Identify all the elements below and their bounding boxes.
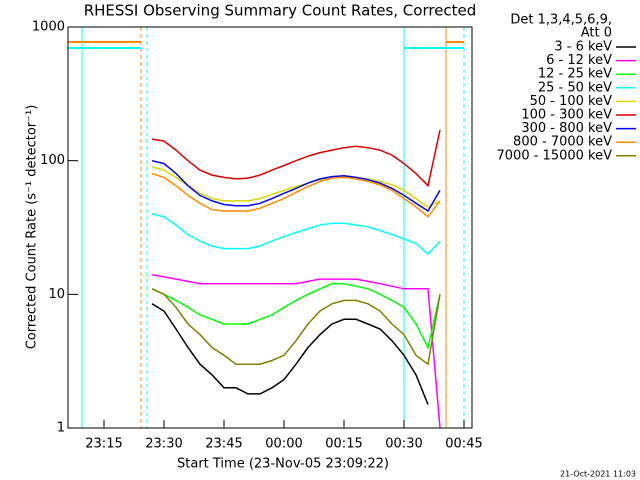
y-tick-label: 10 (48, 287, 65, 302)
x-tick-label: 23:45 (205, 437, 242, 452)
plot-frame (67, 26, 473, 429)
legend-label: 6 - 12 keV (546, 53, 612, 68)
series-line (151, 129, 441, 188)
series-line (151, 303, 429, 405)
chart-title: RHESSI Observing Summary Count Rates, Co… (84, 2, 477, 20)
legend-label: 3 - 6 keV (554, 40, 612, 55)
y-tick-label: 1 (57, 421, 65, 436)
legend-label: 300 - 800 keV (521, 121, 612, 136)
legend-label: 50 - 100 keV (530, 94, 613, 109)
legend-label: 12 - 25 keV (538, 67, 612, 82)
x-tick-label: 00:00 (265, 437, 302, 452)
legend-title: Det 1,3,4,5,6,9, (510, 13, 612, 28)
x-tick-label: 23:15 (85, 437, 122, 452)
x-axis-label: Start Time (23-Nov-05 23:09:22) (177, 457, 389, 472)
legend-label: 100 - 300 keV (521, 108, 612, 123)
x-tick-label: 00:15 (325, 437, 362, 452)
x-tick-label: 00:45 (445, 437, 482, 452)
series-line (151, 166, 441, 208)
y-tick-label: 100 (40, 153, 65, 168)
series-line (151, 288, 441, 366)
footer: 21-Oct-2021 11:03 (560, 470, 636, 479)
state-lines (68, 27, 465, 428)
y-axis-label: Corrected Count Rate (s⁻¹ detector⁻¹) (25, 105, 40, 350)
series-line (151, 213, 441, 256)
series-line (151, 159, 441, 213)
legend-label: 25 - 50 keV (538, 80, 612, 95)
legend-title: Att 0 (581, 26, 612, 41)
y-tick-label: 1000 (32, 20, 65, 35)
series-line (151, 274, 441, 429)
legend-label: 800 - 7000 keV (513, 135, 612, 150)
x-tick-label: 00:30 (385, 437, 422, 452)
legend-label: 7000 - 15000 keV (497, 148, 613, 163)
series-line (151, 172, 441, 218)
x-tick-label: 23:30 (145, 437, 182, 452)
series-line (151, 282, 441, 350)
